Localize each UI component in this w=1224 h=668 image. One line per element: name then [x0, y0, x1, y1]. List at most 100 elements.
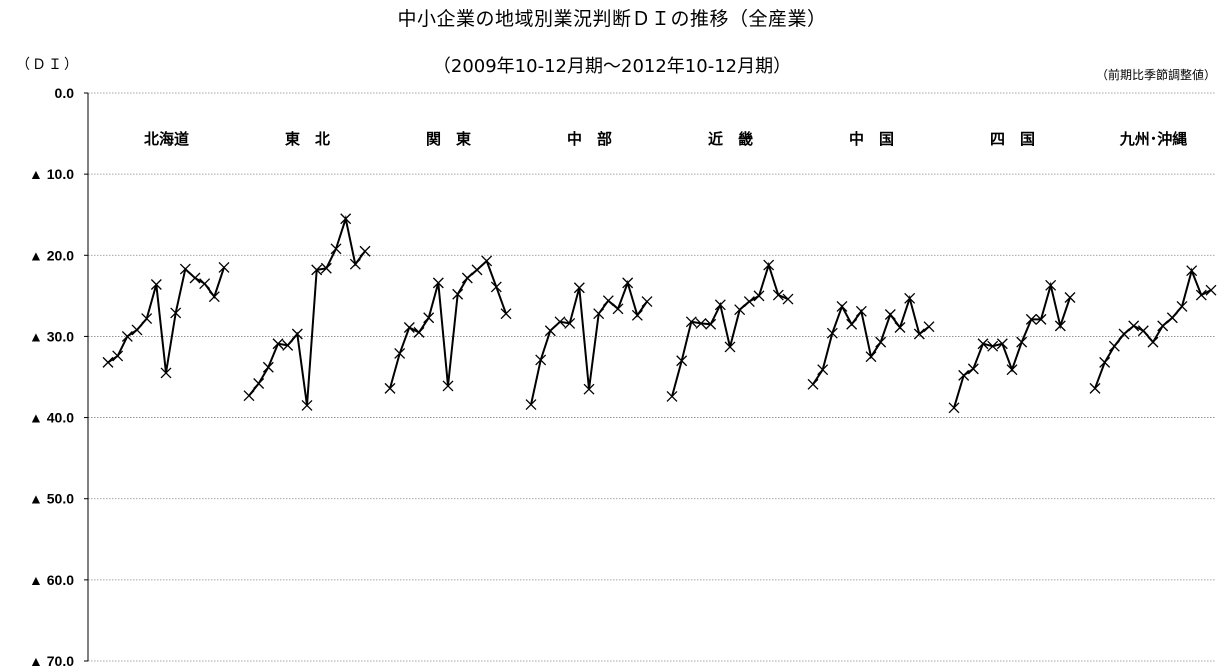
data-point: [112, 350, 124, 362]
data-point: [301, 399, 313, 411]
data-point: [695, 317, 707, 329]
data-point: [1176, 300, 1188, 312]
y-tick-label: ▲ 70.0: [29, 653, 74, 668]
data-point: [208, 291, 220, 303]
data-point: [875, 336, 887, 348]
series-0: 北海道: [102, 130, 230, 379]
data-point: [846, 318, 858, 330]
series-line: [812, 294, 930, 385]
series-label: 四 国: [990, 130, 1035, 148]
data-point: [855, 305, 867, 317]
data-point: [403, 322, 415, 333]
data-point: [1205, 284, 1217, 296]
data-point: [384, 382, 396, 394]
data-point: [442, 380, 454, 392]
data-point: [413, 326, 425, 338]
series-label: 北海道: [144, 130, 189, 148]
data-point: [894, 322, 906, 333]
series-2: 関 東: [384, 130, 512, 394]
series-7: 九州･沖縄: [1089, 130, 1217, 394]
data-point: [121, 330, 133, 342]
series-label: 近 畿: [708, 130, 753, 148]
y-tick-label: ▲ 40.0: [29, 410, 74, 426]
data-point: [1195, 289, 1207, 301]
data-point: [1089, 382, 1101, 394]
data-point: [987, 340, 999, 352]
data-point: [189, 272, 201, 284]
series-label: 東 北: [285, 130, 330, 148]
data-point: [743, 296, 755, 307]
data-point: [676, 355, 688, 367]
series-5: 中 国: [807, 130, 935, 390]
data-point: [272, 338, 284, 350]
data-point: [685, 316, 697, 328]
data-point: [826, 327, 838, 339]
series-line: [1094, 267, 1212, 389]
series-6: 四 国: [948, 130, 1076, 414]
data-point: [481, 255, 493, 267]
data-point: [262, 361, 274, 373]
data-point: [461, 272, 473, 284]
data-point: [884, 309, 896, 320]
data-point: [150, 279, 162, 290]
data-point: [1157, 320, 1169, 332]
data-point: [865, 351, 877, 363]
data-point: [782, 293, 794, 305]
data-point: [1108, 340, 1120, 352]
data-point: [641, 296, 653, 307]
y-tick-label: ▲ 10.0: [29, 166, 74, 182]
y-tick-label: ▲ 30.0: [29, 328, 74, 344]
data-point: [996, 338, 1008, 350]
axis-layer: [84, 92, 89, 662]
data-point: [500, 308, 512, 320]
series-label: 関 東: [426, 130, 471, 148]
data-point: [1166, 312, 1178, 324]
data-point: [602, 295, 614, 307]
series-label: 中 部: [567, 130, 612, 148]
data-point: [753, 290, 765, 302]
chart-title: 中小企業の地域別業況判断ＤＩの推移（全産業）: [397, 8, 827, 30]
data-point: [340, 213, 352, 225]
data-point: [705, 318, 717, 330]
series-1: 東 北: [243, 130, 371, 411]
data-point: [724, 341, 736, 353]
data-point: [631, 309, 643, 321]
series-3: 中 部: [525, 130, 653, 411]
data-point: [131, 324, 143, 336]
data-point: [1147, 336, 1159, 348]
data-point: [714, 299, 726, 311]
adjustment-note: （前期比季節調整値）: [1095, 68, 1216, 82]
grid-layer: [88, 92, 1216, 662]
data-point: [423, 312, 435, 324]
data-point: [1186, 265, 1198, 277]
data-point: [320, 262, 332, 274]
data-point: [544, 325, 556, 337]
y-tick-label: 0.0: [55, 85, 75, 101]
series-label: 中 国: [849, 130, 894, 148]
data-point: [923, 321, 935, 333]
series-4: 近 畿: [666, 130, 794, 402]
data-point: [1045, 279, 1057, 291]
data-point: [554, 316, 566, 328]
data-point: [490, 281, 502, 293]
series-line: [107, 267, 225, 374]
data-point: [141, 313, 153, 325]
data-point: [817, 364, 829, 376]
series-label: 九州･沖縄: [1119, 130, 1188, 148]
data-point: [807, 378, 819, 390]
data-point: [291, 328, 303, 340]
data-point: [763, 259, 775, 271]
data-point: [1118, 328, 1130, 340]
data-point: [564, 317, 576, 329]
data-point: [452, 288, 464, 300]
data-point: [432, 277, 444, 289]
data-point: [282, 339, 294, 351]
y-tick-label: ▲ 20.0: [29, 247, 74, 263]
data-point: [1128, 320, 1140, 332]
chart-subtitle: （2009年10-12月期～2012年10-12月期）: [432, 56, 792, 77]
data-point: [160, 367, 172, 379]
data-point: [349, 258, 361, 270]
data-point: [218, 261, 230, 273]
data-point: [1006, 364, 1018, 376]
